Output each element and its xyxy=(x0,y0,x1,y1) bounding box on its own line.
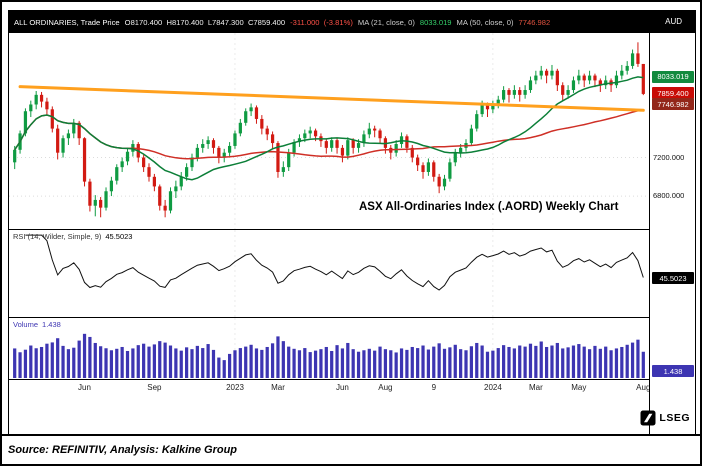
price-plot[interactable] xyxy=(9,33,649,229)
volume-value: 1.438 xyxy=(42,320,61,329)
ma21-price-badge: 8033.019 xyxy=(652,70,694,83)
ma50-legend-value: 7746.982 xyxy=(518,17,551,27)
x-tick-label: Sep xyxy=(147,383,162,392)
panel-separator xyxy=(9,317,695,318)
chart-annotation: ASX All-Ordinaries Index (.AORD) Weekly … xyxy=(359,201,619,213)
x-tick-label: Jun xyxy=(335,383,349,392)
ma21-legend-value: 8033.019 xyxy=(419,17,452,27)
time-axis: Jun Sep 2023 Mar Jun Aug 9 2024 Mar May Aug xyxy=(9,380,651,400)
x-tick-label: 9 xyxy=(431,383,437,392)
change-value: -311.000 (-3.81%) xyxy=(290,17,353,27)
panel-separator xyxy=(9,229,695,230)
lseg-logo: LSEG xyxy=(640,410,690,426)
chart-window: ALL ORDINARIES, Trade Price O8170.400 H8… xyxy=(8,10,696,434)
rsi-label: RSI (14, Wilder, Simple, 9) xyxy=(13,232,102,241)
rsi-panel: RSI (14, Wilder, Simple, 9) 45.5023 xyxy=(9,230,649,317)
price-gridline-label: 6800.000 xyxy=(653,191,685,201)
volume-badge: 1.438 xyxy=(652,365,694,377)
volume-label: Volume xyxy=(13,320,39,329)
source-text: Source: REFINITIV, Analysis: Kalkine Gro… xyxy=(8,444,238,456)
volume-panel: Volume 1.438 xyxy=(9,318,649,379)
rsi-value: 45.5023 xyxy=(105,232,133,241)
ma50-price-badge: 7746.982 xyxy=(652,98,694,111)
lseg-logo-text: LSEG xyxy=(659,412,690,424)
volume-plot[interactable] xyxy=(9,318,649,379)
volume-header: Volume 1.438 xyxy=(13,320,61,329)
rsi-badge: 45.5023 xyxy=(652,272,694,285)
lseg-icon xyxy=(640,410,656,426)
ma21-legend-label: MA (21, close, 0) xyxy=(357,17,415,27)
price-axis-column: 8033.019 7859.400 7746.982 7200.000 6800… xyxy=(649,33,695,434)
x-tick-label: Mar xyxy=(271,383,285,392)
x-tick-label: Aug xyxy=(636,383,651,392)
rsi-plot[interactable] xyxy=(9,230,649,317)
last-price-badge: 7859.400 xyxy=(652,87,694,100)
x-tick-label: 2024 xyxy=(483,383,502,392)
price-gridline-label: 7200.000 xyxy=(653,152,685,162)
ma50-legend-label: MA (50, close, 0) xyxy=(456,17,514,27)
currency-label: AUD xyxy=(665,17,682,26)
x-tick-label: Jun xyxy=(78,383,91,392)
x-tick-label: 2023 xyxy=(226,383,244,392)
instrument-title: ALL ORDINARIES, Trade Price xyxy=(14,17,120,27)
x-tick-label: Mar xyxy=(529,383,543,392)
ohlc-values: O8170.400 H8170.400 L7847.300 C7859.400 xyxy=(124,17,286,27)
price-panel: ASX All-Ordinaries Index (.AORD) Weekly … xyxy=(9,33,649,229)
source-footer: Source: REFINITIV, Analysis: Kalkine Gro… xyxy=(2,434,700,464)
x-tick-label: May xyxy=(571,383,587,392)
legend-bar: ALL ORDINARIES, Trade Price O8170.400 H8… xyxy=(9,11,695,33)
panel-separator xyxy=(9,379,695,380)
rsi-header: RSI (14, Wilder, Simple, 9) 45.5023 xyxy=(13,232,132,241)
x-tick-label: Aug xyxy=(378,383,393,392)
